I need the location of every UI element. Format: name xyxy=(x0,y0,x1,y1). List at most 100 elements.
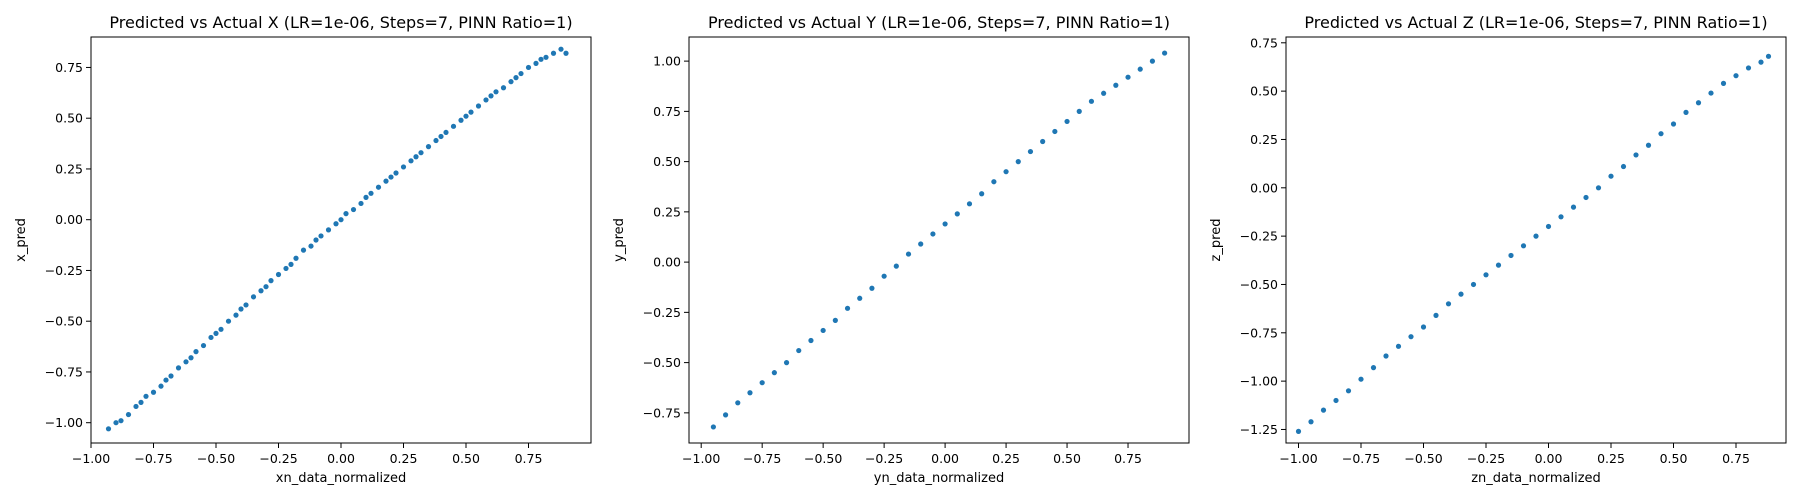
y-tick-label: 0.75 xyxy=(653,104,681,119)
data-point xyxy=(747,390,753,396)
data-point xyxy=(433,137,439,144)
data-point xyxy=(538,56,544,62)
y-tick-label: 0.50 xyxy=(653,154,681,169)
data-point xyxy=(233,312,239,318)
data-point xyxy=(475,103,482,109)
chart-title: Predicted vs Actual X (LR=1e-06, Steps=7… xyxy=(109,13,572,32)
x-tick-label: 0.00 xyxy=(1535,451,1563,466)
data-point xyxy=(338,217,344,223)
data-point xyxy=(500,85,507,91)
data-point xyxy=(1433,312,1439,318)
data-point xyxy=(1101,90,1107,96)
data-point xyxy=(333,221,339,227)
data-point xyxy=(168,373,174,379)
data-point xyxy=(425,144,432,150)
data-point xyxy=(1088,98,1095,104)
data-point xyxy=(368,190,374,196)
data-point xyxy=(133,403,139,410)
y-tick-label: 0.25 xyxy=(55,161,83,176)
data-point xyxy=(163,377,169,383)
x-tick-label: −0.50 xyxy=(1404,451,1442,466)
data-point xyxy=(208,334,214,341)
data-point xyxy=(1595,185,1602,191)
y-tick-label: 0.25 xyxy=(653,204,681,219)
data-point xyxy=(393,170,399,176)
y-tick-label: 0.25 xyxy=(1250,132,1278,147)
x-axis-label: xn_data_normalized xyxy=(276,471,406,486)
data-point xyxy=(225,318,232,324)
data-point xyxy=(283,265,289,272)
data-point xyxy=(1758,59,1764,65)
data-point xyxy=(1458,291,1464,297)
data-point xyxy=(1113,82,1119,88)
data-point xyxy=(418,150,424,156)
data-point xyxy=(1408,334,1414,340)
data-point xyxy=(1720,80,1727,86)
data-point xyxy=(1064,118,1070,125)
y-tick-label: −0.50 xyxy=(643,355,681,370)
data-point xyxy=(1533,233,1539,239)
data-point xyxy=(513,75,519,81)
chart-x: Predicted vs Actual X (LR=1e-06, Steps=7… xyxy=(14,13,592,486)
data-point xyxy=(1420,324,1427,330)
y-tick-label: −0.25 xyxy=(643,305,681,320)
data-point xyxy=(125,411,132,418)
data-point xyxy=(250,294,257,300)
data-point xyxy=(918,241,924,247)
data-point xyxy=(1765,53,1772,59)
data-point xyxy=(722,412,729,418)
data-point xyxy=(118,418,124,424)
y-tick-label: 1.00 xyxy=(653,54,681,69)
data-point xyxy=(193,349,199,355)
data-point xyxy=(710,424,716,430)
data-point xyxy=(771,370,777,376)
data-point xyxy=(450,123,457,129)
data-point xyxy=(408,158,414,164)
data-point xyxy=(1295,428,1302,434)
data-point xyxy=(383,178,389,184)
y-tick-label: 0.50 xyxy=(1250,84,1278,99)
data-point xyxy=(518,70,524,77)
y-tick-label: 0.75 xyxy=(55,60,83,75)
x-tick-label: 0.50 xyxy=(452,451,480,466)
data-point xyxy=(300,247,307,253)
x-tick-label: 0.25 xyxy=(992,451,1020,466)
data-point xyxy=(293,255,299,261)
data-point xyxy=(808,337,814,344)
data-point xyxy=(183,359,189,365)
y-tick-label: −0.25 xyxy=(45,263,83,278)
data-point xyxy=(1508,252,1514,259)
data-point xyxy=(844,305,851,311)
data-point xyxy=(458,117,464,123)
data-point xyxy=(483,97,489,103)
data-point xyxy=(1015,159,1021,165)
data-point xyxy=(308,243,314,249)
data-point xyxy=(188,355,194,361)
x-tick-label: −0.50 xyxy=(804,451,842,466)
data-point xyxy=(954,211,960,217)
data-point xyxy=(1745,65,1752,71)
data-point xyxy=(735,400,741,406)
y-tick-label: 0.75 xyxy=(1250,35,1278,50)
data-point xyxy=(363,194,369,200)
data-point xyxy=(1333,397,1339,404)
data-point xyxy=(1570,204,1577,210)
data-point xyxy=(1052,128,1058,135)
data-point xyxy=(1583,194,1589,201)
data-point xyxy=(1137,66,1143,72)
data-point xyxy=(488,93,494,99)
data-point xyxy=(218,326,224,332)
data-point xyxy=(796,347,802,354)
data-point xyxy=(893,263,899,269)
y-tick-label: −1.00 xyxy=(1240,374,1278,389)
x-tick-label: 0.00 xyxy=(327,451,355,466)
data-point xyxy=(1395,343,1402,349)
data-point xyxy=(158,383,164,389)
data-point xyxy=(493,89,499,95)
y-tick-label: −0.75 xyxy=(643,405,681,420)
data-point xyxy=(443,129,449,136)
data-point xyxy=(468,109,474,115)
y-axis-label: z_pred xyxy=(1209,219,1224,262)
x-tick-label: −1.00 xyxy=(72,451,110,466)
data-point xyxy=(343,211,349,217)
